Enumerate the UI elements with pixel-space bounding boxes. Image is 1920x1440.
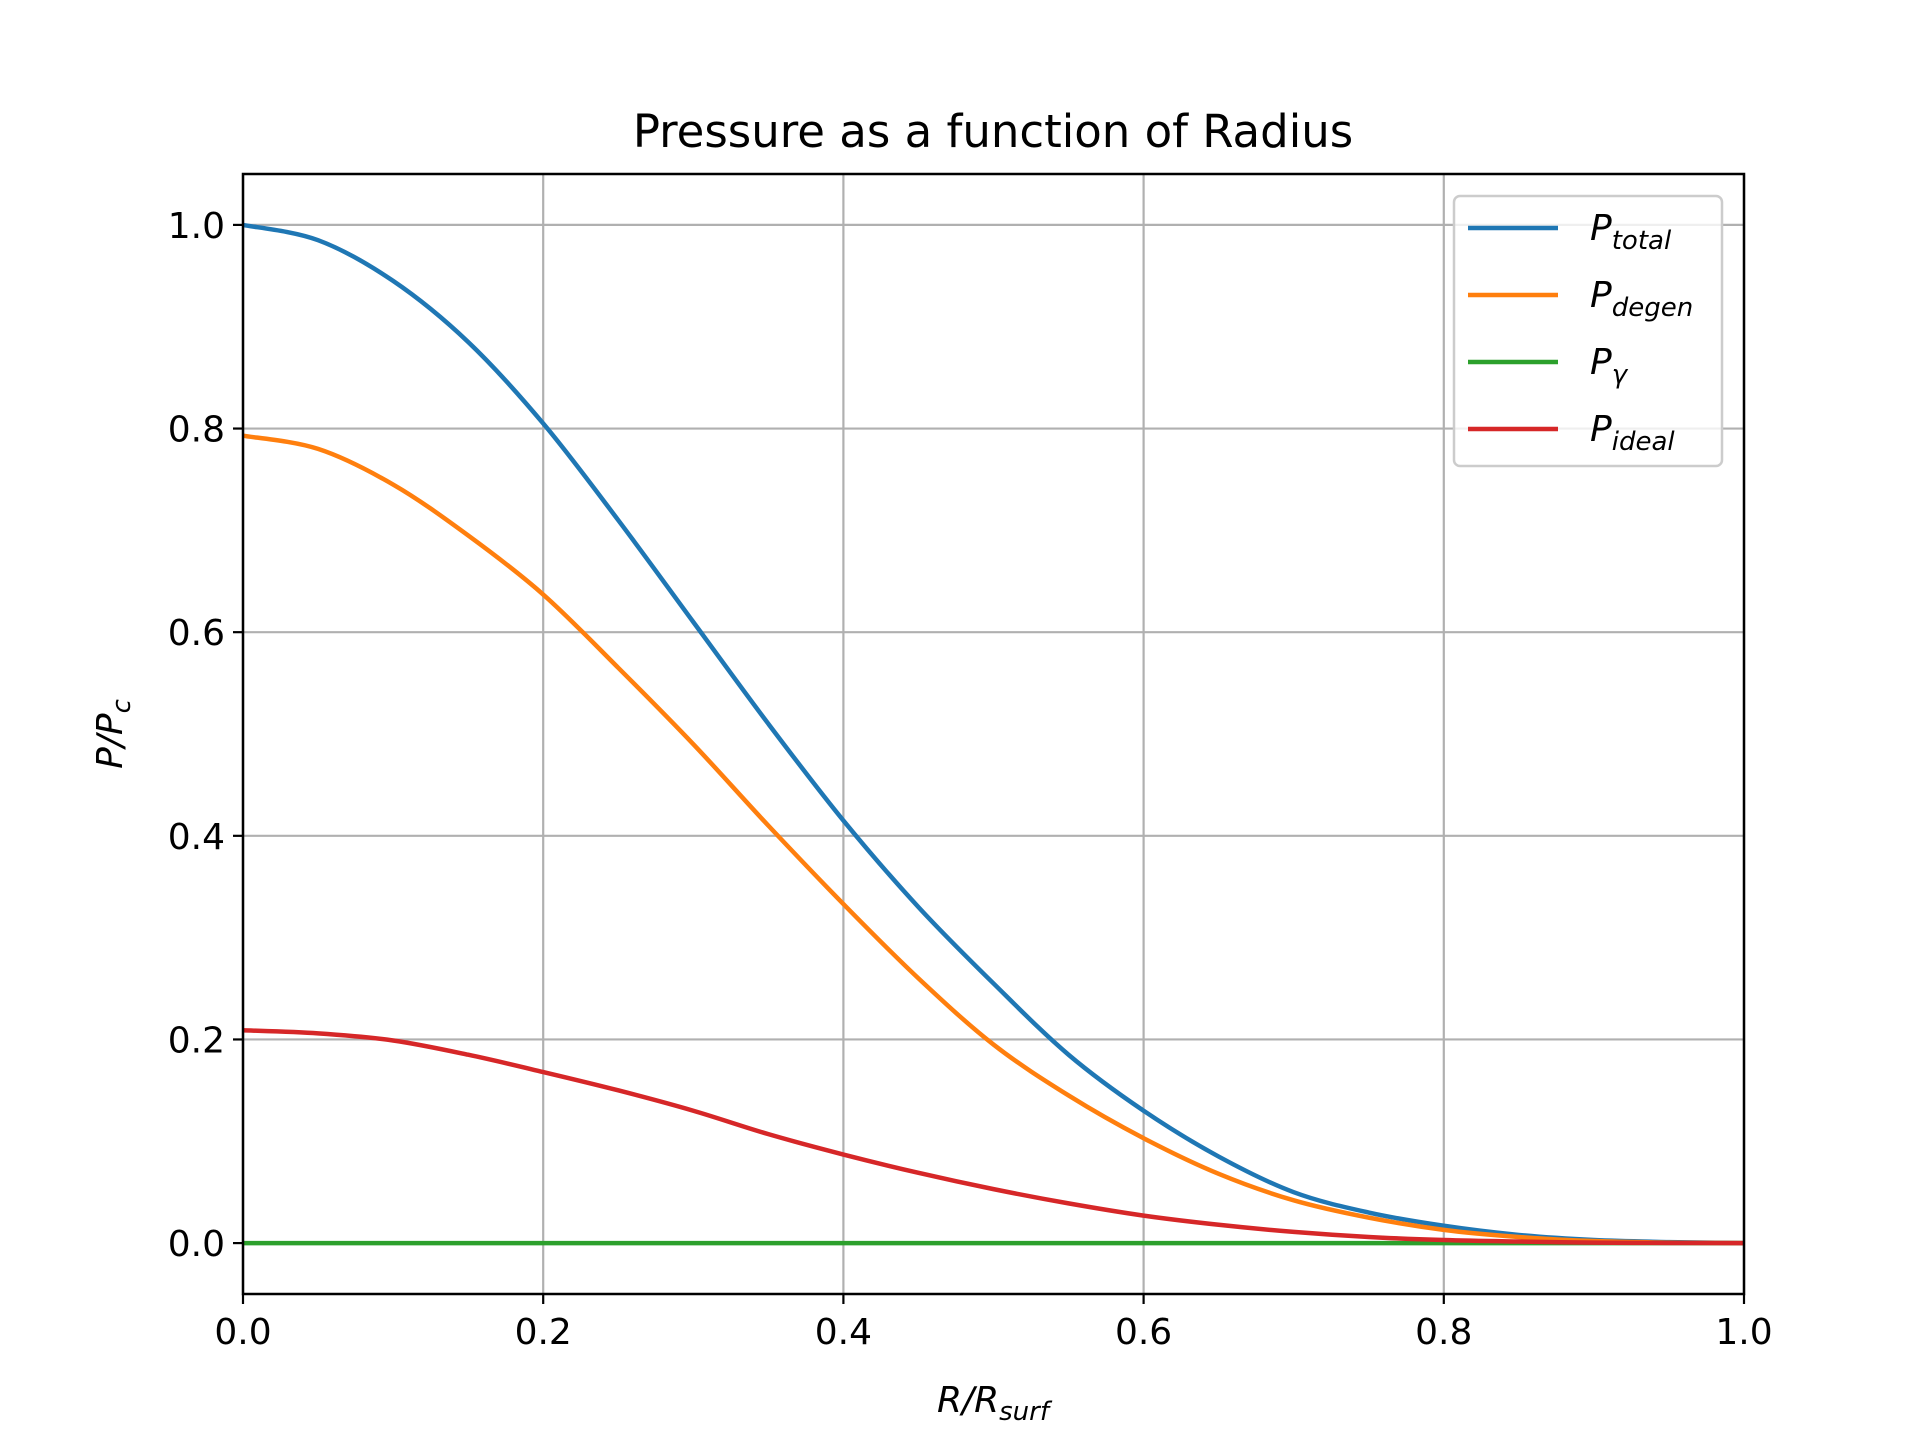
x-tick-label: 0.4 <box>815 1312 872 1353</box>
x-tick-label: 0.0 <box>214 1312 271 1353</box>
legend-label-p-total: Ptotal <box>1590 208 1672 256</box>
legend-label-sub: γ <box>1612 360 1629 390</box>
y-tick-label: 0.6 <box>168 613 225 654</box>
y-tick-label: 0.8 <box>168 410 225 451</box>
series-line-p-total <box>242 222 1745 1246</box>
y-axis-label-sub: c <box>107 699 137 713</box>
plot-frame <box>241 172 1746 1296</box>
tick-layer: 0.0 0.2 0.4 0.6 0.8 1.0 0.0 0.2 0.4 0.6 0.8 1.0 <box>168 206 1773 1353</box>
legend-label-sub: ideal <box>1612 427 1676 457</box>
series-line-p-degen <box>242 433 1745 1246</box>
legend-label-p-ideal: Pideal <box>1590 409 1675 457</box>
x-axis-label-main: R/R <box>937 1380 999 1421</box>
legend-box <box>1452 194 1724 468</box>
series-line-p-ideal <box>242 1028 1745 1246</box>
legend-label-main: P <box>1590 208 1612 249</box>
legend-label-main: P <box>1590 409 1612 450</box>
x-tick-label: 0.8 <box>1415 1312 1472 1353</box>
y-axis-label: P/Pc <box>90 699 137 769</box>
y-axis-label-main: P/P <box>90 713 131 769</box>
chart-title: Pressure as a function of Radius <box>633 105 1353 158</box>
legend-label-p-degen: Pdegen <box>1590 275 1693 323</box>
x-tick-label: 0.2 <box>515 1312 572 1353</box>
y-tick-label: 1.0 <box>168 206 225 247</box>
legend-label-sub: total <box>1612 226 1672 256</box>
y-tick-label: 0.4 <box>168 817 225 858</box>
x-tick-label: 1.0 <box>1715 1312 1772 1353</box>
x-axis-label: R/Rsurf <box>937 1380 1053 1427</box>
legend-label-main: P <box>1590 342 1612 383</box>
legend-label-sub: degen <box>1612 293 1693 323</box>
y-tick-label: 0.2 <box>168 1020 225 1061</box>
legend-label-main: P <box>1590 275 1612 316</box>
y-tick-label: 0.0 <box>168 1224 225 1265</box>
x-axis-label-sub: surf <box>999 1397 1053 1427</box>
series-layer <box>242 222 1745 1246</box>
x-tick-label: 0.6 <box>1115 1312 1172 1353</box>
legend-label-p-gamma: Pγ <box>1590 342 1629 390</box>
